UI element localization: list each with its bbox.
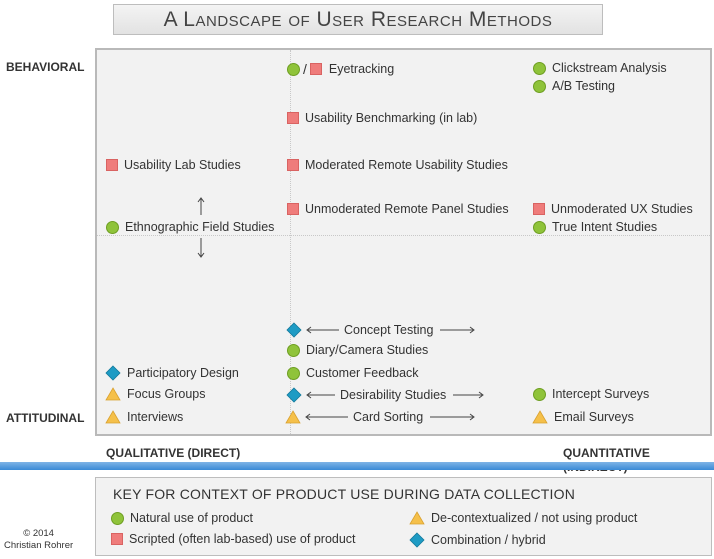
page-title: A Landscape of User Research Methods <box>163 7 553 31</box>
natural-circle-icon <box>287 366 300 380</box>
method-ab-testing: A/B Testing <box>533 79 615 93</box>
key-label: Scripted (often lab-based) use of produc… <box>129 532 356 546</box>
natural-circle-icon <box>287 343 300 357</box>
method-label: Participatory Design <box>127 366 239 380</box>
combination-diamond-icon <box>409 532 425 548</box>
arrow-right-icon <box>453 391 485 399</box>
arrow-left-icon <box>305 413 348 421</box>
method-concept-testing: Concept Testing <box>286 322 476 338</box>
arrow-right-icon <box>430 413 476 421</box>
method-label: Card Sorting <box>353 410 424 424</box>
natural-circle-icon <box>106 220 119 234</box>
method-label: True Intent Studies <box>552 220 658 234</box>
decontextualized-triangle-icon <box>285 410 301 424</box>
natural-circle-icon <box>287 62 300 76</box>
method-label: Interviews <box>127 410 184 424</box>
method-label: Unmoderated Remote Panel Studies <box>305 202 509 216</box>
natural-circle-icon <box>111 511 124 525</box>
method-label: Ethnographic Field Studies <box>125 220 275 234</box>
combination-diamond-icon <box>286 387 302 403</box>
key-combination: Combination / hybrid <box>409 532 546 548</box>
natural-circle-icon <box>533 387 546 401</box>
slash-separator: / <box>303 61 307 77</box>
method-usability-benchmarking: Usability Benchmarking (in lab) <box>287 111 477 125</box>
key-decontextualized: De-contextualized / not using product <box>409 511 637 525</box>
method-clickstream: Clickstream Analysis <box>533 61 667 75</box>
key-title: KEY FOR CONTEXT OF PRODUCT USE DURING DA… <box>113 486 576 502</box>
method-label: Email Surveys <box>554 410 634 424</box>
arrow-up-icon <box>197 197 205 215</box>
method-label: Eyetracking <box>328 62 395 76</box>
arrow-right-icon <box>440 326 476 334</box>
method-unmoderated-panel: Unmoderated Remote Panel Studies <box>287 202 509 216</box>
scripted-square-icon <box>287 159 299 171</box>
method-label: Unmoderated UX Studies <box>551 202 693 216</box>
accent-bar <box>0 462 714 470</box>
method-ethnographic: Ethnographic Field Studies <box>106 220 274 234</box>
title-box: A Landscape of User Research Methods <box>113 4 603 35</box>
method-unmoderated-ux: Unmoderated UX Studies <box>533 202 693 216</box>
method-eyetracking: / Eyetracking <box>287 61 394 77</box>
method-card-sorting: Card Sorting <box>285 410 476 424</box>
natural-circle-icon <box>533 61 546 75</box>
key-label: Natural use of product <box>130 511 253 525</box>
scripted-square-icon <box>309 63 322 75</box>
key-scripted: Scripted (often lab-based) use of produc… <box>111 532 356 546</box>
method-customer-feedback: Customer Feedback <box>287 366 419 380</box>
arrow-left-icon <box>306 391 335 399</box>
decontextualized-triangle-icon <box>105 387 121 401</box>
method-intercept: Intercept Surveys <box>533 387 649 401</box>
arrow-down-icon <box>197 238 205 258</box>
method-true-intent: True Intent Studies <box>533 220 657 234</box>
method-label: Diary/Camera Studies <box>306 343 429 357</box>
copyright-author: Christian Rohrer <box>4 540 74 551</box>
vertical-divider <box>290 50 291 434</box>
method-label: Focus Groups <box>127 387 206 401</box>
method-interviews: Interviews <box>105 410 183 424</box>
natural-circle-icon <box>533 220 546 234</box>
arrow-left-icon <box>306 326 339 334</box>
scripted-square-icon <box>106 159 118 171</box>
copyright: © 2014 Christian Rohrer <box>4 528 73 552</box>
combination-diamond-icon <box>105 365 121 381</box>
landscape-chart <box>95 48 712 436</box>
method-moderated-remote: Moderated Remote Usability Studies <box>287 158 508 172</box>
axis-attitudinal: ATTITUDINAL <box>6 411 85 425</box>
method-label: A/B Testing <box>552 79 616 93</box>
method-label: Moderated Remote Usability Studies <box>305 158 508 172</box>
method-label: Customer Feedback <box>306 366 419 380</box>
key-label: Combination / hybrid <box>431 533 546 547</box>
key-natural: Natural use of product <box>111 511 253 525</box>
combination-diamond-icon <box>286 322 302 338</box>
method-participatory: Participatory Design <box>105 365 239 381</box>
axis-behavioral: BEHAVIORAL <box>6 60 85 74</box>
method-desirability: Desirability Studies <box>286 387 485 403</box>
method-email-surveys: Email Surveys <box>532 410 634 424</box>
key-box <box>95 477 712 556</box>
method-label: Clickstream Analysis <box>552 61 667 75</box>
horizontal-divider <box>97 235 710 236</box>
method-label: Usability Lab Studies <box>124 158 241 172</box>
scripted-square-icon <box>111 533 123 545</box>
method-diary-camera: Diary/Camera Studies <box>287 343 428 357</box>
scripted-square-icon <box>287 112 299 124</box>
method-usability-lab: Usability Lab Studies <box>106 158 241 172</box>
method-label: Usability Benchmarking (in lab) <box>305 111 478 125</box>
method-label: Intercept Surveys <box>552 387 650 401</box>
natural-circle-icon <box>533 79 546 93</box>
decontextualized-triangle-icon <box>532 410 548 424</box>
decontextualized-triangle-icon <box>105 410 121 424</box>
scripted-square-icon <box>287 203 299 215</box>
key-label: De-contextualized / not using product <box>431 511 638 525</box>
method-label: Desirability Studies <box>340 388 447 402</box>
method-label: Concept Testing <box>344 323 434 337</box>
decontextualized-triangle-icon <box>409 511 425 525</box>
copyright-year: © 2014 <box>23 528 54 539</box>
axis-qualitative: QUALITATIVE (DIRECT) <box>106 446 241 460</box>
method-focus-groups: Focus Groups <box>105 387 206 401</box>
scripted-square-icon <box>533 203 545 215</box>
